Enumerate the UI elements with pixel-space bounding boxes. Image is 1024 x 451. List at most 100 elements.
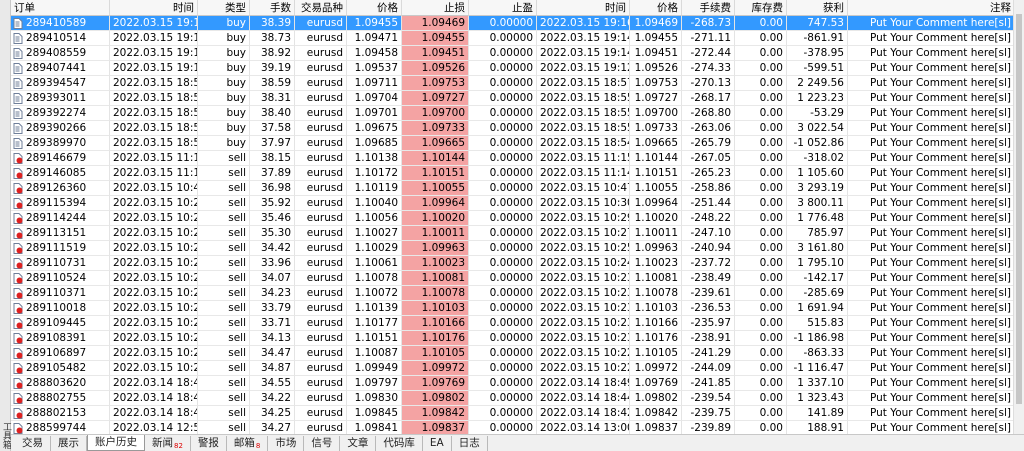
column-header[interactable]: 交易品种 [295,0,347,16]
column-header[interactable]: 获利 [787,0,848,16]
tab-label: 警报 [197,436,219,449]
order-icon [13,18,23,29]
order-icon [13,108,23,119]
table-cell: 1 337.10 [787,376,848,391]
table-cell: 1.09727 [630,91,682,106]
table-cell: eurusd [295,286,347,301]
order-cell[interactable]: 289108391 [11,331,110,346]
order-cell[interactable]: 289407441 [11,61,110,76]
table-cell: 1.09685 [347,136,402,151]
order-cell[interactable]: 289126360 [11,181,110,196]
column-header[interactable]: 时间 [110,0,198,16]
scrollbar[interactable] [1013,0,1024,434]
table-cell: 1.09733 [402,121,469,136]
tab[interactable]: 邮箱8 [227,435,269,451]
column-header[interactable]: 价格 [630,0,682,16]
table-cell: 0.00000 [469,46,537,61]
table-cell: eurusd [295,226,347,241]
table-cell: sell [198,256,250,271]
order-cell[interactable]: 289110018 [11,301,110,316]
order-cell[interactable]: 289390266 [11,121,110,136]
tab[interactable]: 交易 [15,435,51,451]
order-cell[interactable]: 288802755 [11,391,110,406]
table-cell: 1.10119 [347,181,402,196]
order-icon [13,48,23,59]
order-cell[interactable]: 289389970 [11,136,110,151]
table-cell: buy [198,91,250,106]
tab[interactable]: 市场 [268,435,305,451]
table-cell: 1.09526 [402,61,469,76]
table-cell: 1.09972 [402,361,469,376]
table-cell: 34.22 [250,391,295,406]
order-cell[interactable]: 288803620 [11,376,110,391]
order-icon [13,333,23,344]
table-cell: 2022.03.14 18:42:30 [537,406,630,421]
order-cell[interactable]: 289110731 [11,256,110,271]
order-cell[interactable]: 289105482 [11,361,110,376]
table-cell: 1.10172 [347,166,402,181]
table-cell: -265.23 [682,166,735,181]
table-cell: 37.58 [250,121,295,136]
table-cell: 0.00000 [469,241,537,256]
order-cell[interactable]: 289115394 [11,196,110,211]
column-header[interactable]: 注释 [848,0,1014,16]
tab[interactable]: 文章 [340,435,377,451]
order-cell[interactable]: 289146085 [11,166,110,181]
order-icon [13,33,23,44]
order-cell[interactable]: 289113151 [11,226,110,241]
order-cell[interactable]: 289392274 [11,106,110,121]
tab[interactable]: 日志 [452,435,488,451]
tab[interactable]: 代码库 [376,435,423,451]
order-cell[interactable]: 289110371 [11,286,110,301]
order-cell[interactable]: 289109445 [11,316,110,331]
table-cell: 2022.03.15 19:15:21 [110,16,198,31]
order-cell[interactable]: 288599744 [11,421,110,434]
tab[interactable]: 展示 [51,435,87,451]
table-cell: sell [198,241,250,256]
table-cell: eurusd [295,46,347,61]
table-cell: 0.00 [735,16,787,31]
column-header[interactable]: 类型 [198,0,250,16]
order-cell[interactable]: 288802153 [11,406,110,421]
column-header[interactable]: 手续费 [682,0,735,16]
order-cell[interactable]: 289408559 [11,46,110,61]
order-cell[interactable]: 289111519 [11,241,110,256]
order-cell[interactable]: 289410589 [11,16,110,31]
order-cell[interactable]: 289410514 [11,31,110,46]
tab[interactable]: 信号 [304,435,341,451]
tab[interactable]: 新闻82 [145,435,191,451]
order-id: 289126360 [26,182,87,194]
table-cell: 0.00000 [469,166,537,181]
table-cell: -239.75 [682,406,735,421]
column-header[interactable]: 手数 [250,0,295,16]
column-header[interactable]: 价格 [347,0,402,16]
order-cell[interactable]: 289393011 [11,91,110,106]
order-cell[interactable]: 289114244 [11,211,110,226]
column-header[interactable]: 止盈 [469,0,537,16]
tab[interactable]: 警报 [191,435,227,451]
tab-label: 市场 [275,436,297,449]
table-cell: Put Your Comment here[sl] [848,91,1014,106]
order-cell[interactable]: 289110524 [11,271,110,286]
order-icon [13,363,23,374]
table-cell: Put Your Comment here[sl] [848,226,1014,241]
tab[interactable]: EA [423,435,452,451]
column-header[interactable]: 时间 [537,0,630,16]
order-cell[interactable]: 289106897 [11,346,110,361]
table-cell: 0.00000 [469,361,537,376]
table-cell: 1.10176 [402,331,469,346]
scroll-thumb[interactable] [1016,14,1022,404]
tab[interactable]: 账户历史 [87,435,145,451]
table-cell: 0.00000 [469,76,537,91]
table-cell: 38.31 [250,91,295,106]
table-cell: 1.09451 [630,46,682,61]
order-cell[interactable]: 289394547 [11,76,110,91]
table-cell: Put Your Comment here[sl] [848,166,1014,181]
order-cell[interactable]: 289146679 [11,151,110,166]
table-cell: 0.00 [735,361,787,376]
order-id: 289108391 [26,332,87,344]
table-cell: 2022.03.15 10:26:49 [110,226,198,241]
column-header[interactable]: 订单 [11,0,110,16]
column-header[interactable]: 止损 [402,0,469,16]
column-header[interactable]: 库存费 [735,0,787,16]
